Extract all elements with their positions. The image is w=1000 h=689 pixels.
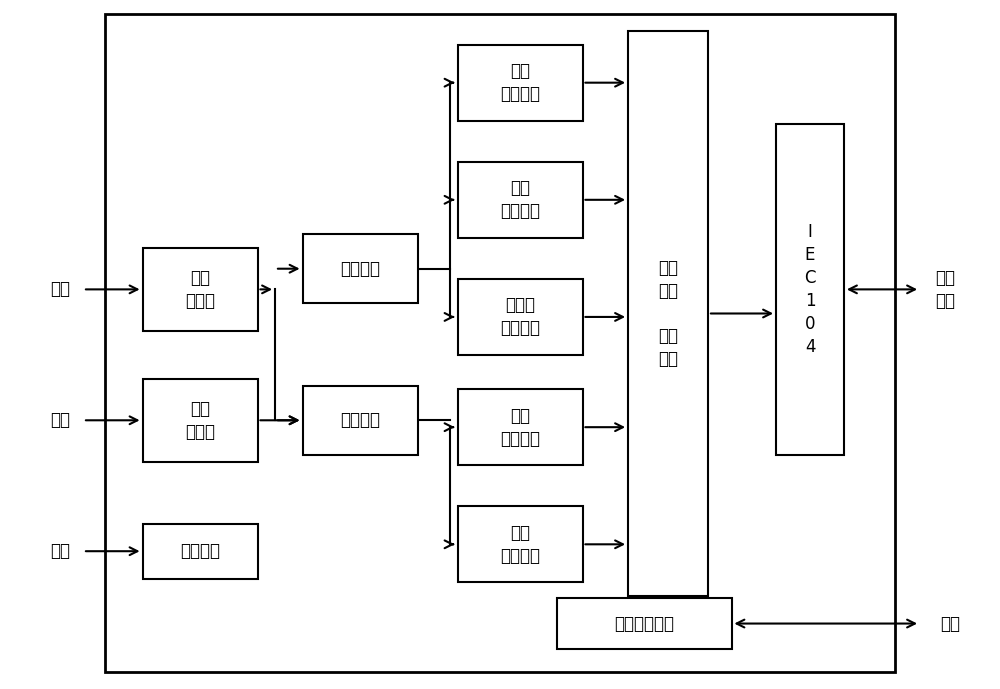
- Text: 电压: 电压: [50, 280, 70, 298]
- Bar: [458, 45, 582, 121]
- Text: 电流: 电流: [50, 411, 70, 429]
- Text: 对时接口: 对时接口: [180, 542, 220, 560]
- Bar: [458, 506, 582, 582]
- Bar: [776, 124, 844, 455]
- Bar: [628, 31, 708, 596]
- Bar: [143, 379, 258, 462]
- Text: 行波
故障测距: 行波 故障测距: [500, 524, 540, 565]
- Text: 保护
功能模块: 保护 功能模块: [500, 62, 540, 103]
- Text: 光口: 光口: [940, 615, 960, 633]
- Bar: [458, 279, 582, 355]
- Text: 阻抗法
故障测距: 阻抗法 故障测距: [500, 296, 540, 338]
- Text: 站间通信接口: 站间通信接口: [614, 615, 674, 633]
- Bar: [458, 162, 582, 238]
- Bar: [556, 598, 732, 649]
- Text: 保护
故障录波: 保护 故障录波: [500, 179, 540, 220]
- Text: 电压
传感器: 电压 传感器: [185, 269, 215, 310]
- Text: 工频采集: 工频采集: [340, 260, 380, 278]
- Bar: [105, 14, 895, 672]
- Text: 电流
传感器: 电流 传感器: [185, 400, 215, 441]
- Text: I
E
C
1
0
4: I E C 1 0 4: [804, 223, 816, 356]
- Bar: [458, 389, 582, 465]
- Bar: [143, 248, 258, 331]
- Text: 对时: 对时: [50, 542, 70, 560]
- Bar: [302, 234, 418, 303]
- Text: 以太
网口: 以太 网口: [935, 269, 955, 310]
- Text: 行波采集: 行波采集: [340, 411, 380, 429]
- Text: 行波
故障录波: 行波 故障录波: [500, 407, 540, 448]
- Bar: [302, 386, 418, 455]
- Bar: [143, 524, 258, 579]
- Text: 综合
测距

文件
存储: 综合 测距 文件 存储: [658, 258, 678, 369]
